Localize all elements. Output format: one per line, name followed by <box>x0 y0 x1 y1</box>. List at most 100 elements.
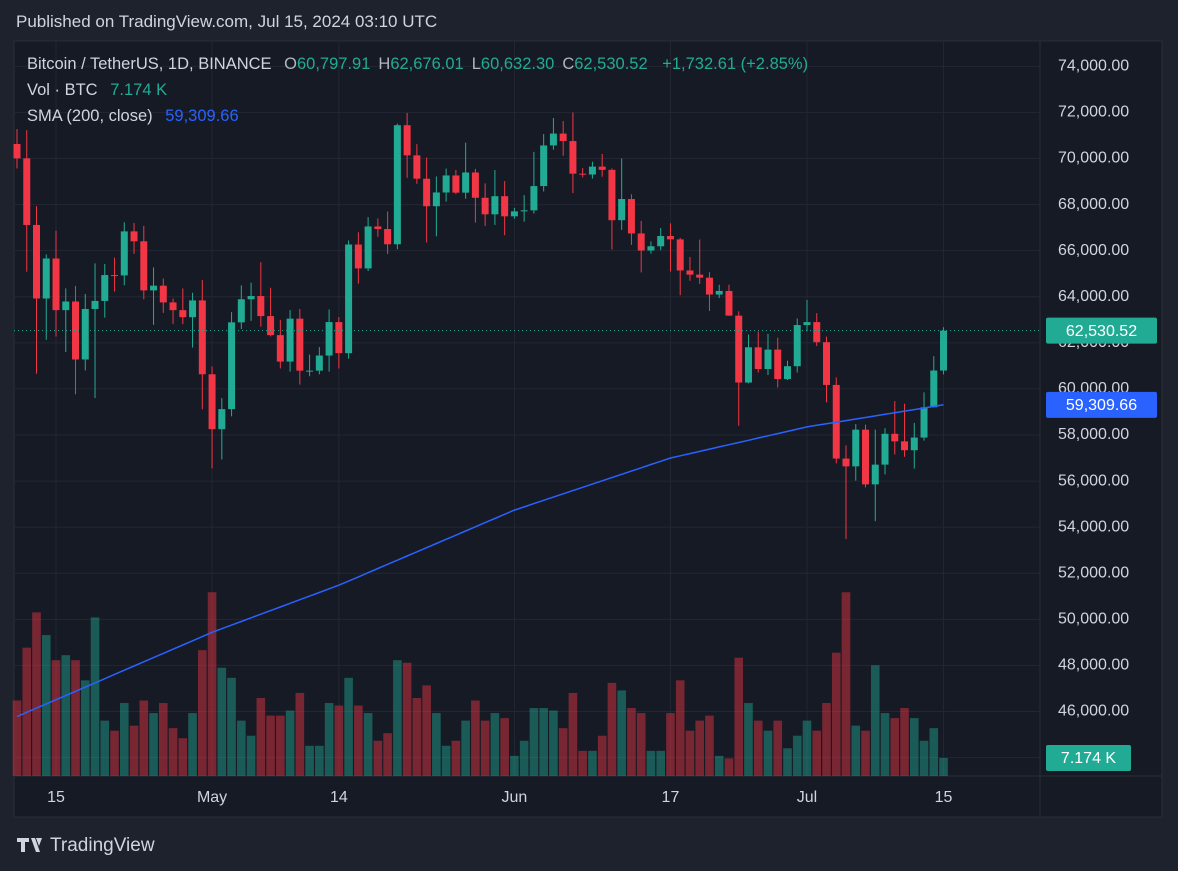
last-price-badge: 62,530.52 <box>1066 323 1137 340</box>
volume-bar <box>149 713 158 776</box>
candle-body <box>764 349 772 370</box>
volume-bar <box>510 755 519 776</box>
candle-body <box>754 347 762 370</box>
volume-bar <box>919 740 929 776</box>
volume-bar <box>783 748 792 776</box>
volume-bar <box>305 745 314 776</box>
candle-body <box>296 318 304 371</box>
volume-bar <box>646 750 656 776</box>
candle-body <box>335 322 343 354</box>
candle-body <box>666 236 674 240</box>
volume-bar <box>451 740 461 776</box>
candle-body <box>52 258 60 311</box>
y-tick-label: 66,000.00 <box>1058 242 1129 259</box>
volume-bar <box>675 680 685 776</box>
volume-bar <box>207 592 217 776</box>
ohlc: O60,797.91 H62,676.01 L60,632.30 C62,530.52 <box>276 55 648 73</box>
candle-body <box>198 300 206 375</box>
volume-bar <box>909 718 919 776</box>
candle-body <box>42 258 50 299</box>
candle-body <box>647 246 655 251</box>
x-tick-label: 15 <box>935 789 953 806</box>
volume-bar <box>373 740 383 776</box>
candle-body <box>384 229 392 245</box>
candle-body <box>520 210 528 212</box>
legend-main: Bitcoin / TetherUS, 1D, BINANCE O60,797.… <box>27 55 808 74</box>
candle-body <box>735 315 743 383</box>
ohlc-key: C <box>562 55 575 73</box>
candle-body <box>111 275 119 277</box>
candle-body <box>159 285 167 303</box>
volume-bar <box>656 750 665 776</box>
volume-bar <box>139 700 149 776</box>
candle-body <box>23 158 31 225</box>
candle-body <box>442 175 450 193</box>
volume-bar <box>324 703 334 776</box>
candle-body <box>491 196 499 215</box>
volume-bar <box>597 735 607 776</box>
last-price-badge-bg <box>1046 317 1157 344</box>
sma-value: 59,309.66 <box>165 107 239 125</box>
candle-body <box>627 199 635 234</box>
volume-badge-bg <box>1046 744 1131 771</box>
volume-bar <box>880 713 890 776</box>
candle-body <box>325 322 333 356</box>
candle-body <box>13 143 21 159</box>
candle-body <box>910 437 918 451</box>
y-tick-label: 54,000.00 <box>1058 518 1129 535</box>
volume-bar <box>822 703 831 776</box>
volume-bar <box>792 735 802 776</box>
candle-body <box>179 310 187 318</box>
y-tick-label: 48,000.00 <box>1058 657 1129 674</box>
candle-body <box>598 166 606 170</box>
volume-bar <box>256 697 266 776</box>
chart-frame <box>13 40 1163 818</box>
candle-body <box>530 186 538 211</box>
candle-body <box>462 172 470 193</box>
candle-body <box>862 429 870 485</box>
candle-body <box>930 370 938 408</box>
volume-bar <box>480 720 490 776</box>
volume-bar <box>802 720 812 776</box>
candle-body <box>218 409 226 430</box>
volume-bar <box>119 703 129 776</box>
candle-body <box>413 155 421 179</box>
candle-body <box>432 192 440 207</box>
volume-bar <box>549 710 558 776</box>
candle-body <box>705 277 713 295</box>
brand-name: TradingView <box>50 835 155 856</box>
sma-badge-bg <box>1046 391 1157 418</box>
x-tick-label: 14 <box>330 789 348 806</box>
volume-bar <box>227 677 236 776</box>
volume-bar <box>217 667 227 776</box>
volume-bar <box>744 703 753 776</box>
candle-body <box>72 301 80 360</box>
volume-bar <box>422 685 431 776</box>
candle-body <box>481 197 489 215</box>
volume-bar <box>441 745 451 776</box>
volume-bar <box>763 730 773 776</box>
candle-body <box>101 275 109 301</box>
candle-body <box>559 133 567 142</box>
candle-body <box>569 141 577 174</box>
volume-bar <box>929 728 939 776</box>
candle-body <box>696 274 704 278</box>
volume-bar <box>158 703 168 776</box>
ohlc-key: H <box>378 55 391 73</box>
volume-bar <box>266 715 275 776</box>
candle-body <box>608 169 616 221</box>
y-tick-label: 68,000.00 <box>1058 196 1129 213</box>
brand-logo <box>17 838 42 852</box>
candle-body <box>140 241 148 291</box>
volume-bar <box>461 720 470 776</box>
candle-body <box>725 290 733 316</box>
volume-bar <box>276 715 285 776</box>
ohlc-value: 62,530.52 <box>574 55 648 73</box>
sma-name: SMA (200, close) <box>27 107 153 125</box>
candle-body <box>715 290 723 295</box>
volume-bar <box>705 715 714 776</box>
volume-bar <box>558 728 568 776</box>
volume-bar <box>237 720 246 776</box>
